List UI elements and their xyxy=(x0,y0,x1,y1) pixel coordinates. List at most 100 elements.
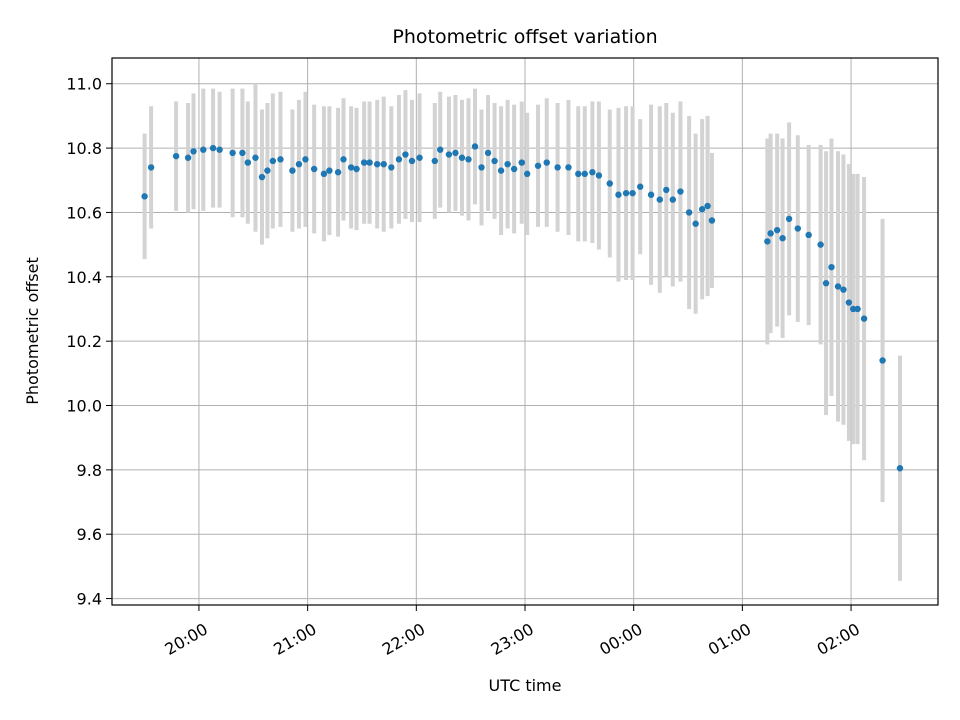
y-tick-label: 10.2 xyxy=(66,332,102,351)
data-point xyxy=(663,186,670,194)
data-point xyxy=(685,209,693,216)
data-point xyxy=(452,149,459,157)
data-point xyxy=(879,357,886,364)
data-point xyxy=(692,220,699,227)
data-point xyxy=(794,225,801,232)
data-points xyxy=(141,143,904,472)
data-point xyxy=(698,206,706,213)
data-point xyxy=(366,159,373,166)
data-point xyxy=(497,167,505,174)
data-point xyxy=(360,159,368,166)
data-point xyxy=(554,164,561,171)
data-point xyxy=(465,156,472,163)
data-point xyxy=(669,196,677,203)
data-point xyxy=(310,165,318,173)
data-point xyxy=(589,169,596,176)
data-point xyxy=(491,157,498,165)
data-point xyxy=(302,156,309,163)
data-point xyxy=(277,156,284,163)
data-point xyxy=(677,188,684,195)
data-point xyxy=(141,193,148,200)
data-point xyxy=(785,215,793,223)
data-point xyxy=(184,154,192,161)
data-point xyxy=(543,159,550,166)
data-point xyxy=(575,170,582,178)
data-point xyxy=(244,159,252,166)
data-point xyxy=(209,144,217,152)
data-point xyxy=(637,183,644,190)
data-point xyxy=(704,202,711,210)
data-point xyxy=(353,165,360,173)
data-point xyxy=(805,231,812,239)
y-tick-label: 10.4 xyxy=(66,268,102,287)
data-point xyxy=(445,151,453,158)
data-point xyxy=(437,146,444,153)
data-point xyxy=(595,172,603,179)
y-tick-label: 10.8 xyxy=(66,139,102,158)
chart-title: Photometric offset variation xyxy=(392,26,657,48)
data-point xyxy=(402,151,409,158)
y-axis-ticks: 9.4 9.6 9.8 10.0 10.2 10.4 10.6 10.8 11.0 xyxy=(66,75,112,609)
data-point xyxy=(478,164,485,171)
data-point xyxy=(523,170,531,178)
data-point xyxy=(229,149,236,157)
data-point xyxy=(504,160,511,168)
data-point xyxy=(764,238,771,245)
data-point xyxy=(896,465,904,472)
data-point xyxy=(347,164,355,171)
data-point xyxy=(845,299,853,306)
data-point xyxy=(767,230,774,237)
y-tick-label: 10.6 xyxy=(66,203,102,222)
data-point xyxy=(334,169,342,176)
data-point xyxy=(295,160,303,168)
data-point xyxy=(860,315,868,322)
y-tick-label: 10.0 xyxy=(66,397,102,416)
data-point xyxy=(817,241,824,248)
data-point xyxy=(708,217,716,224)
data-point xyxy=(779,234,786,242)
data-point xyxy=(416,154,423,161)
data-point xyxy=(190,148,197,155)
data-point xyxy=(340,156,347,163)
y-tick-label: 9.8 xyxy=(77,461,102,480)
data-point xyxy=(510,165,518,173)
data-point xyxy=(606,180,613,187)
data-point xyxy=(289,167,296,174)
data-point xyxy=(380,160,387,168)
data-point xyxy=(320,170,328,178)
data-point xyxy=(656,196,663,203)
data-point xyxy=(773,226,781,234)
data-point xyxy=(216,146,223,153)
data-point xyxy=(269,157,277,165)
data-point xyxy=(373,160,381,168)
data-point xyxy=(629,189,636,197)
y-tick-label: 9.6 xyxy=(77,525,102,544)
data-point xyxy=(471,143,479,150)
data-point xyxy=(264,167,271,174)
data-point xyxy=(252,154,259,161)
data-point xyxy=(395,156,403,163)
data-point xyxy=(326,167,333,174)
data-point xyxy=(834,283,842,290)
data-point xyxy=(388,164,395,171)
data-point xyxy=(822,280,830,287)
data-point xyxy=(431,157,438,165)
data-point xyxy=(147,164,155,171)
data-point xyxy=(622,189,630,197)
data-point xyxy=(840,286,847,293)
data-point xyxy=(565,164,572,171)
y-tick-label: 9.4 xyxy=(77,590,102,609)
x-axis-label: UTC time xyxy=(489,676,562,695)
y-axis-label: Photometric offset xyxy=(23,257,42,405)
data-point xyxy=(239,149,246,157)
data-point xyxy=(518,159,525,166)
grid-lines xyxy=(112,58,938,605)
data-point xyxy=(458,154,466,161)
data-point xyxy=(258,173,266,181)
data-point xyxy=(484,149,492,157)
data-point xyxy=(581,170,588,178)
data-point xyxy=(615,191,622,198)
data-point xyxy=(647,191,655,198)
